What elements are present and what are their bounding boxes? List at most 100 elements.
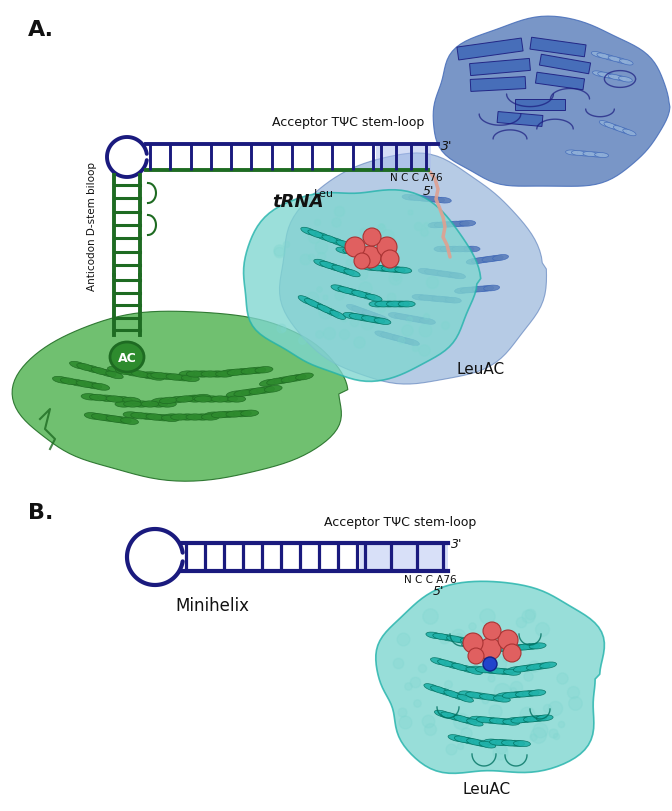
Ellipse shape: [523, 716, 540, 722]
Ellipse shape: [464, 247, 480, 252]
Ellipse shape: [331, 285, 347, 293]
Text: LeuAC: LeuAC: [457, 362, 505, 376]
Ellipse shape: [422, 197, 438, 203]
Ellipse shape: [418, 269, 434, 275]
Ellipse shape: [171, 414, 189, 421]
Ellipse shape: [298, 296, 314, 305]
Text: N C C A76: N C C A76: [404, 574, 456, 584]
Ellipse shape: [433, 633, 450, 640]
Ellipse shape: [362, 265, 378, 271]
Ellipse shape: [435, 198, 452, 204]
Ellipse shape: [402, 195, 418, 201]
Ellipse shape: [487, 695, 503, 702]
Text: Acceptor TΨC stem-loop: Acceptor TΨC stem-loop: [325, 515, 476, 528]
Text: tRNA: tRNA: [272, 193, 323, 211]
Ellipse shape: [536, 715, 553, 721]
Circle shape: [377, 238, 397, 258]
Ellipse shape: [114, 417, 131, 424]
Ellipse shape: [122, 397, 140, 404]
Ellipse shape: [504, 646, 521, 651]
Ellipse shape: [450, 693, 467, 700]
Ellipse shape: [497, 669, 513, 675]
Ellipse shape: [441, 712, 458, 719]
Ellipse shape: [218, 412, 237, 418]
Ellipse shape: [527, 664, 544, 671]
Ellipse shape: [434, 247, 450, 252]
Ellipse shape: [454, 715, 470, 723]
Ellipse shape: [76, 381, 94, 388]
Ellipse shape: [460, 288, 476, 294]
Bar: [360, 541, 448, 573]
Ellipse shape: [437, 272, 453, 277]
Circle shape: [381, 251, 399, 268]
Ellipse shape: [386, 302, 403, 307]
Ellipse shape: [216, 371, 234, 378]
Polygon shape: [530, 38, 586, 58]
Ellipse shape: [479, 741, 496, 748]
Ellipse shape: [123, 370, 141, 376]
Ellipse shape: [368, 313, 383, 320]
Polygon shape: [536, 73, 585, 91]
Ellipse shape: [431, 686, 447, 693]
Ellipse shape: [60, 378, 78, 385]
Ellipse shape: [131, 413, 149, 419]
Ellipse shape: [394, 315, 411, 320]
Ellipse shape: [434, 222, 450, 228]
Ellipse shape: [241, 368, 259, 375]
Ellipse shape: [143, 372, 161, 379]
Ellipse shape: [159, 401, 176, 408]
Ellipse shape: [317, 305, 333, 314]
Ellipse shape: [478, 286, 494, 292]
Ellipse shape: [459, 691, 476, 697]
Ellipse shape: [419, 319, 435, 325]
Ellipse shape: [301, 228, 317, 236]
Ellipse shape: [343, 313, 360, 320]
Polygon shape: [540, 55, 591, 75]
Ellipse shape: [304, 299, 320, 308]
Ellipse shape: [513, 740, 530, 747]
Circle shape: [363, 229, 381, 247]
Ellipse shape: [425, 270, 440, 276]
Polygon shape: [457, 39, 523, 61]
Ellipse shape: [614, 76, 627, 82]
Ellipse shape: [362, 316, 378, 323]
Ellipse shape: [369, 302, 386, 307]
Ellipse shape: [439, 635, 456, 642]
Ellipse shape: [227, 370, 245, 376]
Ellipse shape: [386, 335, 402, 341]
Ellipse shape: [106, 397, 124, 403]
Ellipse shape: [343, 249, 360, 255]
Ellipse shape: [255, 367, 273, 374]
Ellipse shape: [99, 415, 117, 422]
Ellipse shape: [368, 317, 384, 324]
Ellipse shape: [241, 410, 259, 417]
Ellipse shape: [462, 642, 478, 649]
Ellipse shape: [123, 412, 141, 418]
Ellipse shape: [434, 710, 451, 718]
Ellipse shape: [194, 371, 212, 378]
Ellipse shape: [496, 693, 513, 699]
Polygon shape: [433, 17, 670, 187]
Ellipse shape: [454, 288, 470, 294]
Ellipse shape: [176, 397, 194, 403]
Ellipse shape: [166, 375, 184, 381]
Ellipse shape: [89, 395, 108, 401]
Circle shape: [354, 254, 370, 270]
Ellipse shape: [468, 667, 486, 672]
Ellipse shape: [151, 373, 169, 380]
Ellipse shape: [472, 693, 489, 699]
Ellipse shape: [234, 390, 252, 397]
Ellipse shape: [392, 302, 409, 307]
Ellipse shape: [446, 247, 462, 252]
Ellipse shape: [320, 262, 336, 269]
Ellipse shape: [204, 413, 222, 418]
Ellipse shape: [468, 643, 485, 649]
Ellipse shape: [161, 415, 179, 422]
Ellipse shape: [274, 377, 292, 384]
Ellipse shape: [234, 369, 252, 375]
Circle shape: [479, 638, 501, 660]
Ellipse shape: [373, 315, 388, 322]
Ellipse shape: [228, 397, 246, 402]
Ellipse shape: [444, 690, 460, 698]
Ellipse shape: [241, 389, 259, 396]
